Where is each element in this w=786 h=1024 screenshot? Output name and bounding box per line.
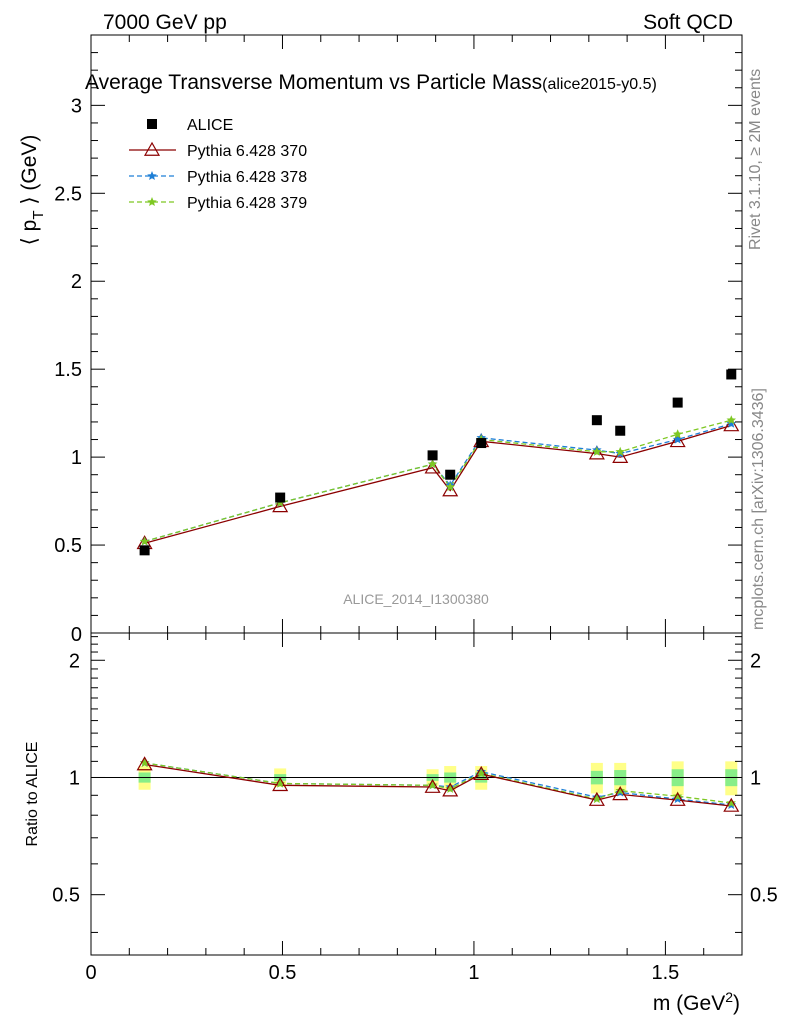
ratio-y-tick-label: 2 [69,650,80,672]
x-tick-label: 1 [468,962,479,984]
data-point [615,425,626,436]
ratio-panel: 0.5 0.5 1 1 2 2 0 0.5 1 1.5 Ratio to ALICE m (GeV… [24,632,778,1015]
ratio-line [144,762,732,804]
ratio-y-tick-label: 1 [69,767,80,789]
ratio-point [669,791,686,806]
x-axis-label: m (GeV2) [653,989,740,1015]
legend: ALICE Pythia 6.428 370 Pythia 6.428 378 Pyt… [129,117,307,212]
mc-point [672,429,683,439]
mc-point [669,433,686,448]
ratio-point [612,786,629,801]
mc-point [723,417,740,432]
ratio-point [139,757,150,767]
legend-label: Pythia 6.428 378 [187,169,307,186]
data-point [427,450,438,461]
legend-marker [147,119,157,129]
ratio-y-tick-label-right: 0.5 [750,885,778,907]
mc-point [726,418,736,428]
mc-point [424,459,441,474]
data-point [139,545,150,556]
ratio-y-tick-label-right: 1 [750,767,761,789]
mc-point [139,536,150,546]
series-line [144,423,732,543]
plot-subtitle: (alice2015-y0.5) [542,76,657,93]
data-point [726,369,737,380]
category-label: Soft QCD [643,11,733,34]
main-y-tick-label: 0.5 [54,535,82,557]
main-y-tick-label: 2 [71,271,82,293]
legend-label: Pythia 6.428 379 [187,195,307,212]
watermark: ALICE_2014_I1300380 [343,591,489,607]
legend-marker [143,141,161,156]
legend-marker [147,197,157,206]
data-point [591,415,602,426]
plot-title: Average Transverse Momentum vs Particle … [85,71,657,94]
mc-point [592,446,602,456]
mc-point [445,482,455,492]
mcplots-label: mcplots.cern.ch [arXiv:1306.3436] [750,388,767,630]
ratio-point [473,765,490,780]
ratio-point [592,794,602,804]
main-y-tick-label: 0 [71,624,82,646]
x-tick-label: 0.5 [269,962,297,984]
ratio-point [272,777,289,792]
ratio-point [136,756,153,771]
ratio-point [442,782,459,797]
ratio-point [427,780,438,790]
x-tick-label: 0 [85,962,96,984]
data-point [275,492,286,503]
mc-point [615,446,625,456]
data-point [445,469,456,480]
main-y-tick-label: 1 [71,447,82,469]
ratio-y-tick-label: 0.5 [52,885,80,907]
energy-label: 7000 GeV pp [103,11,227,34]
ratio-point [445,783,455,793]
ratio-point [275,778,285,788]
main-y-tick-label: 3 [71,95,82,117]
ratio-point [424,778,441,793]
mc-point [726,415,736,425]
ratio-y-axis-label: Ratio to ALICE [24,742,41,847]
legend-label: Pythia 6.428 370 [187,143,307,160]
mc-point [588,445,605,460]
main-y-axis-label: ⟨ pT ⟩ (GeV) [18,135,47,246]
series-line [144,419,732,543]
ratio-point [588,791,605,806]
ratio-frame [90,632,743,956]
mc-point [442,482,459,497]
mc-point [612,448,629,463]
ratio-point [672,794,683,804]
mc-point [427,459,438,469]
ratio-y-tick-label-right: 2 [750,650,761,672]
main-panel: ALICE_2014_I1300380 0.5 1 1.5 2 2.5 3 0 Averag… [18,34,743,646]
ratio-point [476,768,486,778]
data-point [672,397,683,408]
main-y-tick-label: 1.5 [54,359,82,381]
mc-point [672,434,683,444]
series-line [144,424,732,544]
main-y-tick-label: 2.5 [54,183,82,205]
rivet-label: Rivet 3.1.10, ≥ 2M events [747,69,764,250]
mc-point [272,498,289,513]
legend-label: ALICE [187,117,233,134]
legend-marker [147,171,157,180]
ratio-point [723,797,740,812]
ratio-point [726,798,736,807]
x-tick-label: 1.5 [652,962,680,984]
data-point [476,438,487,449]
